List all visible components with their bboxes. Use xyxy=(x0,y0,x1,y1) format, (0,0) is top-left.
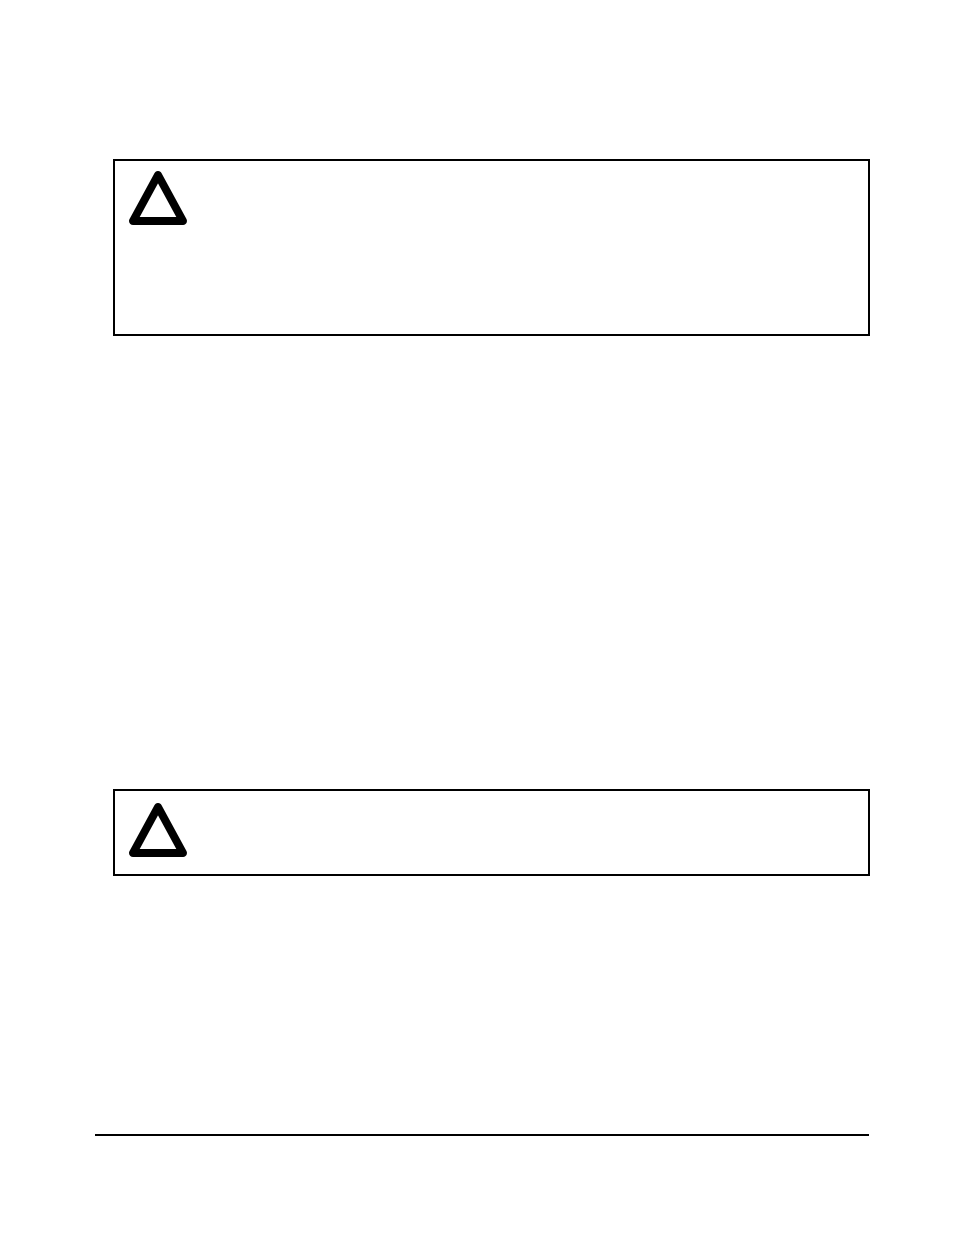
document-page xyxy=(0,0,954,1235)
triangle-alert-icon xyxy=(127,168,189,230)
callout-box-1 xyxy=(113,159,870,336)
triangle-alert-icon xyxy=(127,800,189,862)
footer-rule xyxy=(95,1134,869,1136)
callout-box-2 xyxy=(113,789,870,876)
